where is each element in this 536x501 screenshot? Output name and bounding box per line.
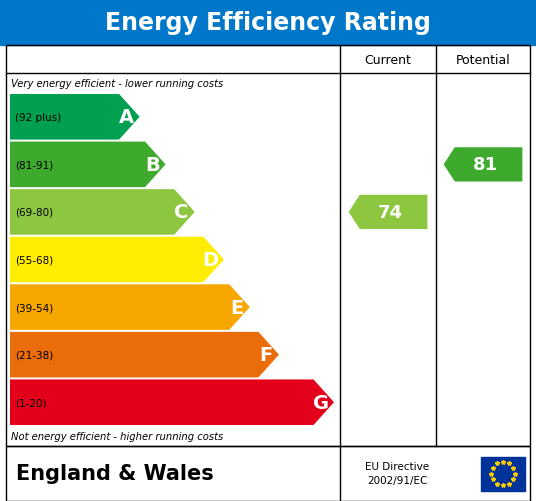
Text: (81-91): (81-91) [15,160,53,170]
Polygon shape [10,380,334,425]
Bar [6,446,530,501]
Text: (92 plus): (92 plus) [15,113,61,123]
Bar [481,456,525,490]
Polygon shape [10,285,250,330]
Polygon shape [10,237,224,283]
Text: (39-54): (39-54) [15,303,53,313]
Text: C: C [174,203,189,222]
Text: F: F [259,346,272,364]
Text: Potential: Potential [456,54,510,66]
Text: (1-20): (1-20) [15,397,47,407]
Bar [0,0,536,46]
Polygon shape [10,142,166,188]
Text: Current: Current [364,54,412,66]
Text: E: E [230,298,243,317]
Text: Very energy efficient - lower running costs: Very energy efficient - lower running co… [11,79,224,89]
Polygon shape [10,190,195,235]
Text: 74: 74 [378,203,403,221]
Polygon shape [10,332,279,378]
Text: B: B [145,155,160,174]
Text: (69-80): (69-80) [15,207,53,217]
Text: 81: 81 [473,156,498,174]
Polygon shape [348,195,427,229]
Text: 2002/91/EC: 2002/91/EC [367,475,427,485]
Polygon shape [444,148,523,182]
Text: EU Directive: EU Directive [365,461,429,471]
Text: G: G [312,393,329,412]
Text: (55-68): (55-68) [15,255,53,265]
Text: Not energy efficient - higher running costs: Not energy efficient - higher running co… [11,431,224,441]
Text: (21-38): (21-38) [15,350,53,360]
Text: England & Wales: England & Wales [16,463,214,483]
Bar [6,46,530,446]
Text: D: D [203,250,219,270]
Text: A: A [118,108,134,127]
Text: Energy Efficiency Rating: Energy Efficiency Rating [105,11,431,35]
Polygon shape [10,95,139,140]
